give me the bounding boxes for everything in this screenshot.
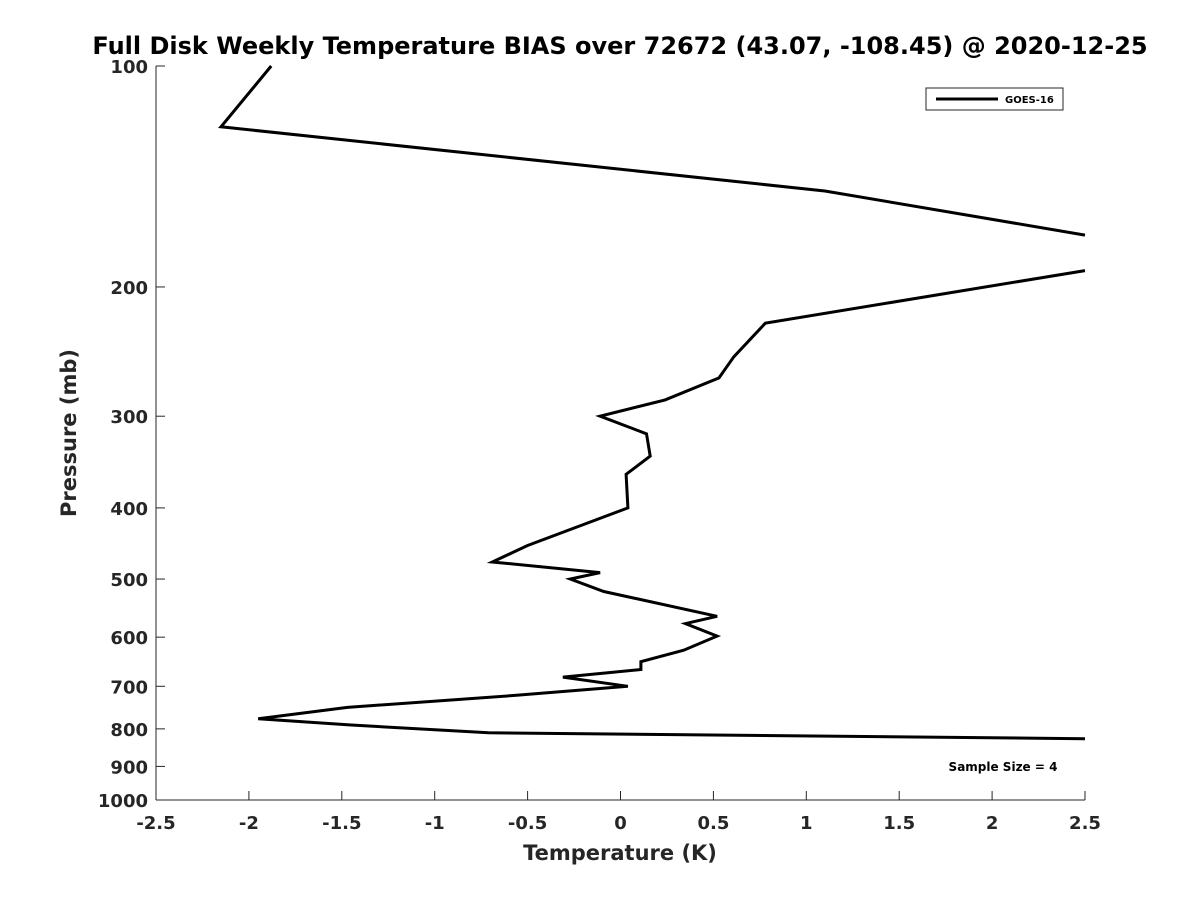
x-tick-label: 0 xyxy=(614,813,627,834)
y-tick-label: 500 xyxy=(110,570,148,591)
x-tick-label: 1.5 xyxy=(883,813,915,834)
y-tick-label: 700 xyxy=(110,677,148,698)
x-tick-label: 0.5 xyxy=(697,813,729,834)
sample-size-annotation: Sample Size = 4 xyxy=(949,760,1058,774)
series-line-goes-16 xyxy=(218,65,1086,237)
y-tick-label: 600 xyxy=(110,628,148,649)
x-axis-label: Temperature (K) xyxy=(523,841,717,865)
x-ticks: -2.5 -2 -1.5 -1 -0.5 0 0.5 1 1.5 2 2.5 xyxy=(136,791,1101,834)
y-tick-label: 300 xyxy=(110,407,148,428)
y-tick-label: 100 xyxy=(110,57,148,78)
x-tick-label: 2 xyxy=(986,813,999,834)
y-tick-label: 800 xyxy=(110,720,148,741)
y-ticks: 100 200 300 400 500 600 700 800 900 1000 xyxy=(98,57,165,812)
y-tick-label: 400 xyxy=(110,499,148,520)
series-layer xyxy=(218,65,1086,741)
x-tick-label: -1 xyxy=(425,813,445,834)
legend-label-goes-16: GOES-16 xyxy=(1005,95,1054,106)
y-tick-label: 900 xyxy=(110,757,148,778)
x-tick-label: -2 xyxy=(239,813,259,834)
x-tick-label: 1 xyxy=(800,813,813,834)
x-tick-label: 2.5 xyxy=(1069,813,1101,834)
chart-title: Full Disk Weekly Temperature BIAS over 7… xyxy=(92,32,1147,60)
series-line-goes-16 xyxy=(258,269,1086,741)
y-axis-label: Pressure (mb) xyxy=(57,349,81,517)
x-tick-label: -2.5 xyxy=(136,813,175,834)
x-tick-label: -0.5 xyxy=(508,813,547,834)
x-tick-label: -1.5 xyxy=(322,813,361,834)
legend: GOES-16 xyxy=(925,87,1064,111)
y-tick-label: 200 xyxy=(110,278,148,299)
y-tick-label: 1000 xyxy=(98,791,148,812)
